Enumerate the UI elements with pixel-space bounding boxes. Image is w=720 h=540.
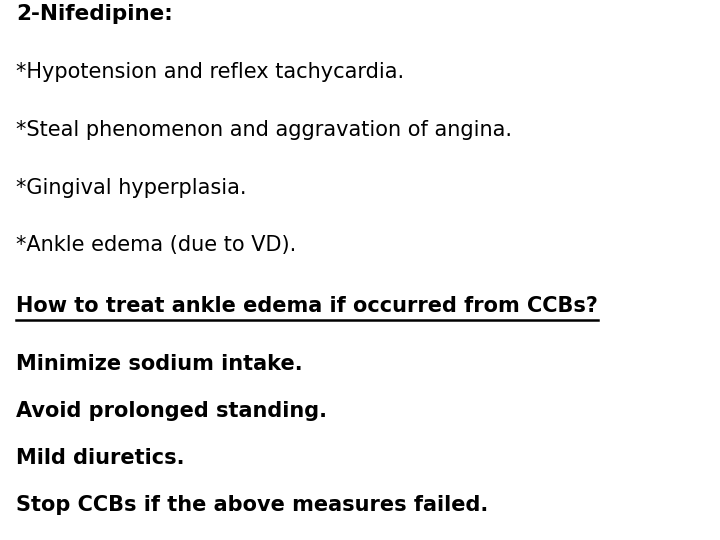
Text: Mild diuretics.: Mild diuretics. xyxy=(16,448,184,468)
Text: *Steal phenomenon and aggravation of angina.: *Steal phenomenon and aggravation of ang… xyxy=(16,120,512,140)
Text: How to treat ankle edema if occurred from CCBs?: How to treat ankle edema if occurred fro… xyxy=(16,296,598,316)
Text: *Ankle edema (due to VD).: *Ankle edema (due to VD). xyxy=(16,235,296,255)
Text: 2-Nifedipine:: 2-Nifedipine: xyxy=(16,4,173,24)
Text: *Hypotension and reflex tachycardia.: *Hypotension and reflex tachycardia. xyxy=(16,62,404,82)
Text: Stop CCBs if the above measures failed.: Stop CCBs if the above measures failed. xyxy=(16,495,488,515)
Text: Avoid prolonged standing.: Avoid prolonged standing. xyxy=(16,401,327,421)
Text: *Gingival hyperplasia.: *Gingival hyperplasia. xyxy=(16,178,246,198)
Text: Minimize sodium intake.: Minimize sodium intake. xyxy=(16,354,302,374)
